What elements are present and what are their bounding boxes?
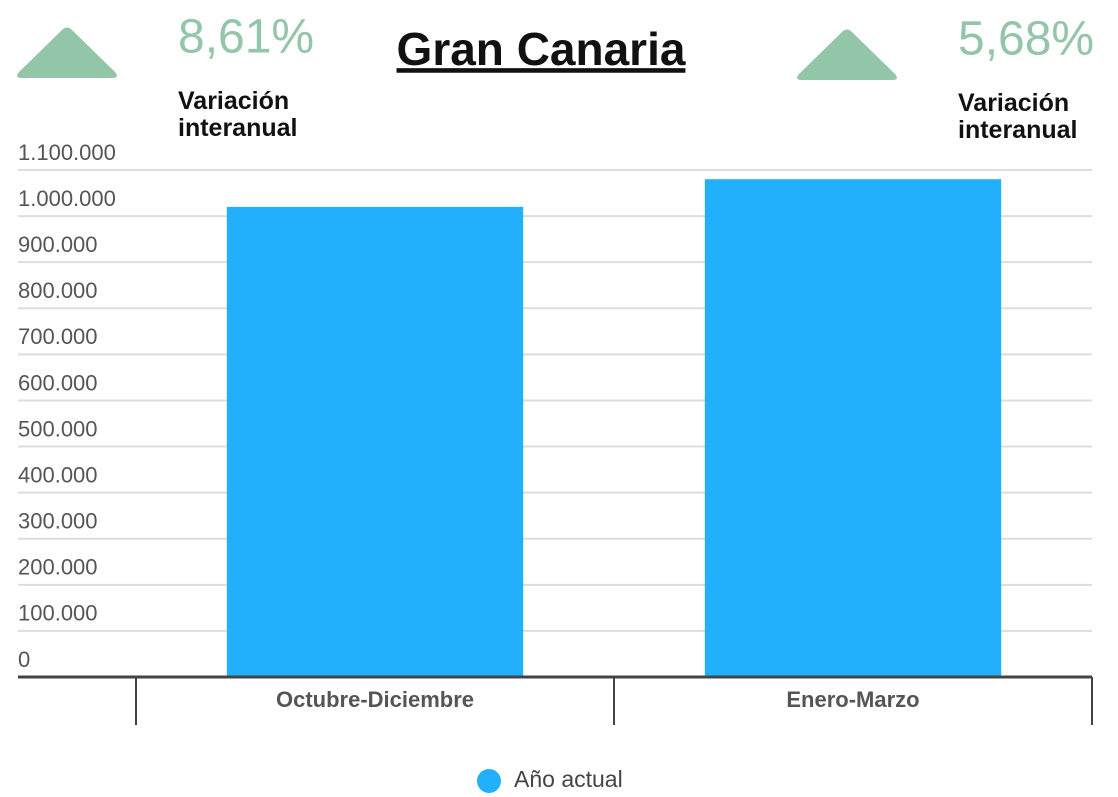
kpi-value: 8,61% xyxy=(178,11,314,64)
y-tick-label: 100.000 xyxy=(18,601,98,626)
kpi-caption: Variación interanual xyxy=(958,89,1078,144)
y-tick-label: 700.000 xyxy=(18,324,98,349)
y-tick-label: 300.000 xyxy=(18,509,98,534)
kpi-caption: Variación interanual xyxy=(178,87,298,142)
y-tick-label: 600.000 xyxy=(18,370,98,395)
y-tick-label: 1.100.000 xyxy=(18,140,116,165)
legend-label: Año actual xyxy=(514,766,623,792)
x-tick-label: Enero-Marzo xyxy=(786,687,919,712)
y-tick-label: 800.000 xyxy=(18,278,98,303)
bar xyxy=(226,206,524,677)
up-arrow xyxy=(797,29,897,80)
y-tick-label: 900.000 xyxy=(18,232,98,257)
y-tick-label: 1.000.000 xyxy=(18,186,116,211)
y-tick-label: 500.000 xyxy=(18,416,98,441)
kpi-value: 5,68% xyxy=(958,13,1094,66)
y-tick-label: 0 xyxy=(18,647,30,672)
up-arrow xyxy=(17,27,117,78)
x-tick-label: Octubre-Diciembre xyxy=(276,687,474,712)
legend-swatch xyxy=(477,769,501,793)
y-tick-label: 200.000 xyxy=(18,555,98,580)
y-tick-label: 400.000 xyxy=(18,462,98,487)
bar xyxy=(704,179,1002,677)
chart-title: Gran Canaria xyxy=(397,23,686,75)
